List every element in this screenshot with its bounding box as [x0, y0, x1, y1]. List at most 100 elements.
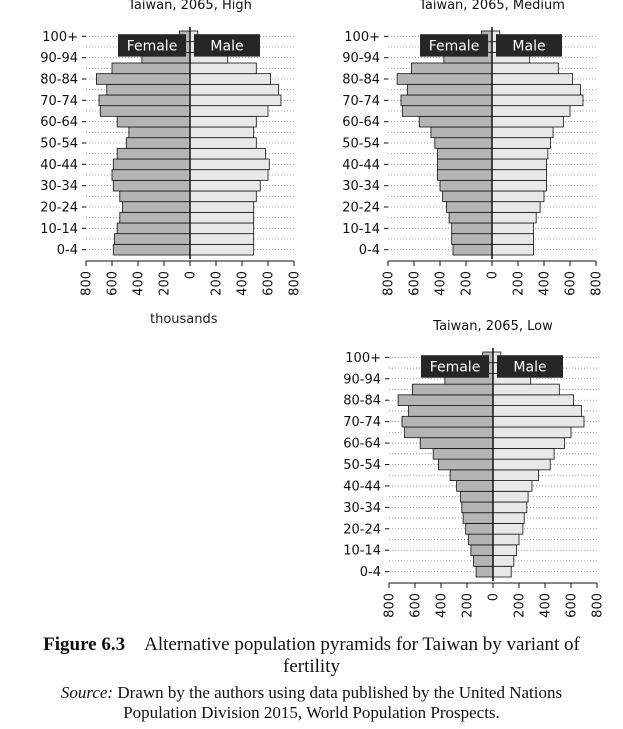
male-bar — [491, 73, 573, 85]
legend-female-label: Female — [430, 359, 481, 375]
y-tick-label: 40-44 — [40, 158, 78, 173]
x-tick-label: 800 — [80, 271, 95, 296]
y-tick-label: 20-24 — [342, 201, 380, 216]
female-bar — [419, 437, 494, 449]
female-bar — [465, 523, 494, 535]
x-tick-label: 0 — [184, 271, 199, 279]
caption-text-line1: Alternative population pyramids for Taiw… — [144, 634, 580, 655]
female-bar — [99, 105, 191, 117]
male-bar — [492, 437, 565, 449]
female-bar — [116, 222, 191, 235]
x-tick-label: 800 — [382, 271, 397, 296]
female-bar — [128, 126, 191, 139]
female-bar — [462, 512, 494, 524]
y-tick-label: 30-34 — [342, 179, 380, 194]
male-bar — [491, 62, 559, 75]
y-tick-label: 90-94 — [40, 51, 78, 66]
female-bar — [122, 201, 191, 213]
female-bar — [114, 233, 191, 245]
male-bar — [492, 512, 525, 524]
y-tick-label: 50-54 — [343, 458, 381, 473]
male-bar — [491, 147, 549, 160]
male-bar — [492, 383, 560, 396]
female-bar — [430, 126, 493, 139]
male-bar — [492, 544, 517, 556]
legend-male-label: Male — [210, 38, 243, 54]
female-bar — [125, 137, 191, 149]
male-bar — [189, 169, 269, 181]
female-bar — [460, 490, 494, 503]
y-tick-label: 50-54 — [342, 137, 380, 152]
legend-male-box — [496, 34, 562, 57]
male-bar — [492, 458, 551, 471]
female-bar — [434, 137, 493, 149]
male-bar — [492, 490, 529, 503]
x-tick-label: 200 — [513, 593, 528, 618]
female-bar — [112, 179, 191, 192]
female-bar — [451, 233, 493, 245]
x-tick-label: 200 — [210, 271, 225, 296]
female-bar — [411, 383, 494, 396]
female-bar — [396, 73, 493, 85]
male-bar — [491, 233, 534, 245]
female-bar — [407, 83, 493, 96]
female-bar — [475, 565, 494, 578]
x-tick-label: 200 — [512, 271, 527, 296]
legend-male-box — [497, 355, 563, 378]
male-bar — [491, 115, 564, 128]
pyramid-panel-1: Taiwan, 2065, Medium 0-4 10-14 20-24 30-34 40… — [342, 0, 604, 296]
male-bar — [189, 115, 257, 128]
figure-source: Source: Drawn by the authors using data … — [0, 683, 623, 723]
male-bar — [491, 169, 547, 181]
male-bar — [492, 448, 555, 460]
y-tick-label: 30-34 — [40, 179, 78, 194]
legend-male-label: Male — [513, 359, 546, 375]
female-bar — [452, 243, 493, 256]
caption-text-line2: fertility — [283, 656, 340, 677]
y-tick-label: 60-64 — [343, 437, 381, 452]
female-bar — [449, 469, 494, 481]
female-bar — [442, 190, 493, 203]
female-bar — [410, 62, 493, 75]
female-bar — [461, 501, 494, 514]
male-bar — [491, 137, 551, 149]
legend-female-box — [118, 34, 186, 57]
female-bar — [439, 179, 493, 192]
male-bar — [189, 137, 257, 149]
y-tick-label: 80-84 — [342, 73, 380, 88]
source-line2: Population Division 2015, World Populati… — [123, 703, 500, 722]
male-bar — [492, 480, 533, 492]
y-tick-label: 70-74 — [40, 94, 78, 109]
x-tick-label: 600 — [262, 271, 277, 296]
legend-male-box — [194, 34, 260, 57]
y-tick-label: 0-4 — [57, 243, 78, 258]
female-bar — [119, 211, 191, 224]
male-bar — [492, 501, 528, 514]
x-tick-label: 400 — [538, 271, 553, 296]
pyramid-charts: Taiwan, 2065, High 0-4 10-14 20-24 30-34 40-4… — [40, 0, 606, 618]
male-bar — [189, 73, 271, 85]
y-tick-label: 80-84 — [343, 394, 381, 409]
y-tick-label: 80-84 — [40, 73, 78, 88]
female-bar — [116, 147, 191, 160]
female-bar — [98, 94, 191, 107]
male-bar — [189, 62, 257, 75]
y-tick-label: 20-24 — [40, 201, 78, 216]
male-bar — [189, 147, 266, 160]
male-bar — [491, 201, 541, 213]
male-bar — [189, 222, 255, 235]
legend-female-box — [421, 355, 489, 378]
y-tick-label: 90-94 — [343, 372, 381, 387]
y-tick-label: 40-44 — [342, 158, 380, 173]
x-tick-label: 400 — [539, 593, 554, 618]
male-bar — [189, 233, 255, 245]
y-tick-label: 60-64 — [40, 115, 78, 130]
x-tick-label: 800 — [591, 593, 606, 618]
y-tick-label: 10-14 — [40, 222, 78, 237]
y-tick-label: 40-44 — [343, 479, 381, 494]
male-bar — [491, 243, 534, 256]
male-bar — [491, 222, 534, 235]
x-tick-label: 0 — [486, 271, 501, 279]
y-tick-label: 90-94 — [342, 51, 380, 66]
female-bar — [436, 147, 493, 160]
